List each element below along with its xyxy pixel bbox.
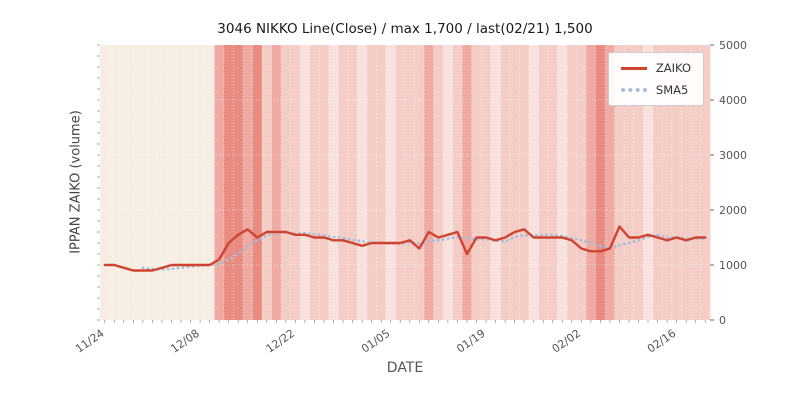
day-band: [338, 45, 349, 320]
day-band: [300, 45, 311, 320]
legend-item-zaiko: ZAIKO: [620, 61, 691, 75]
day-band: [662, 45, 673, 320]
day-band: [376, 45, 387, 320]
legend-label-zaiko: ZAIKO: [655, 61, 691, 75]
day-band: [633, 45, 644, 320]
day-band: [242, 45, 254, 320]
day-band: [357, 45, 368, 320]
day-band: [595, 45, 606, 320]
day-band: [528, 45, 540, 320]
axis-ticks: 0 1000 2000 3000 4000 5000: [97, 39, 747, 327]
day-band: [395, 45, 406, 320]
day-band: [366, 45, 378, 320]
zaiko-line: [103, 225, 707, 272]
day-band: [547, 45, 559, 320]
day-band: [271, 45, 282, 320]
day-band: [252, 45, 263, 320]
legend: ZAIKO SMA5: [607, 52, 704, 106]
x-tick-label: 02/02: [550, 327, 583, 356]
day-band: [538, 45, 549, 320]
day-band: [128, 45, 139, 320]
background-bands: [100, 45, 711, 320]
day-band: [671, 45, 683, 320]
x-tick-labels: 11/24 12/08 12/22 01/05 01/19 02/02 02/16: [73, 327, 678, 356]
zaiko-sample: [620, 66, 647, 70]
x-tick-label: 01/19: [454, 327, 487, 356]
day-band: [576, 45, 587, 320]
day-band: [176, 45, 187, 320]
day-band: [509, 45, 520, 320]
day-band: [557, 45, 568, 320]
day-band: [214, 45, 225, 320]
day-band: [700, 45, 711, 320]
day-band: [204, 45, 215, 320]
day-band: [405, 45, 416, 320]
day-band: [119, 45, 130, 320]
y-tick-label: 4000: [719, 94, 747, 107]
day-band: [100, 45, 111, 320]
day-band: [414, 45, 425, 320]
day-band: [443, 45, 454, 320]
day-band: [567, 45, 578, 320]
day-band: [490, 45, 501, 320]
x-axis-label: DATE: [386, 360, 424, 376]
day-band: [690, 45, 702, 320]
day-band: [481, 45, 492, 320]
chart-title: 3046 NIKKO Line(Close) / max 1,700 / las…: [217, 21, 593, 37]
day-band: [328, 45, 339, 320]
x-tick-label: 12/08: [168, 327, 201, 356]
day-band: [519, 45, 530, 320]
day-band: [643, 45, 654, 320]
day-band: [309, 45, 320, 320]
day-band: [347, 45, 358, 320]
day-band: [652, 45, 663, 320]
day-band: [109, 45, 120, 320]
y-tick-label: 1000: [719, 259, 747, 272]
day-band: [233, 45, 244, 320]
day-band: [138, 45, 149, 320]
day-band: [586, 45, 597, 320]
day-band: [185, 45, 196, 320]
day-band: [452, 45, 463, 320]
day-band: [385, 45, 397, 320]
day-band: [605, 45, 616, 320]
legend-label-sma5: SMA5: [655, 83, 689, 97]
day-band: [471, 45, 482, 320]
sma5-sample: [620, 88, 647, 92]
y-tick-label: 3000: [719, 149, 747, 162]
y-tick-label: 2000: [719, 204, 747, 217]
legend-item-sma5: SMA5: [620, 83, 691, 97]
day-band: [500, 45, 511, 320]
y-tick-label: 0: [719, 314, 726, 327]
day-band: [147, 45, 158, 320]
day-band: [166, 45, 177, 320]
day-band: [290, 45, 301, 320]
y-tick-label: 5000: [719, 39, 747, 52]
x-tick-label: 11/24: [73, 327, 106, 356]
x-tick-label: 12/22: [264, 327, 297, 356]
day-band: [433, 45, 444, 320]
day-band: [262, 45, 273, 320]
day-band: [614, 45, 625, 320]
x-tick-label: 01/05: [359, 327, 392, 356]
day-band: [223, 45, 235, 320]
day-band: [424, 45, 435, 320]
day-band: [319, 45, 330, 320]
day-band: [462, 45, 473, 320]
day-band: [681, 45, 692, 320]
day-band: [624, 45, 635, 320]
day-band: [157, 45, 168, 320]
x-tick-label: 02/16: [645, 327, 678, 356]
day-band: [281, 45, 292, 320]
day-band: [195, 45, 206, 320]
y-axis-label: IPPAN ZAIKO (volume): [68, 110, 84, 254]
